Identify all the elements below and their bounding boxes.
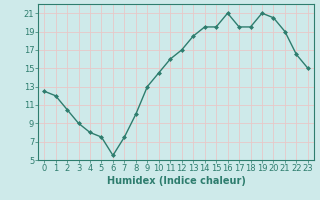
- X-axis label: Humidex (Indice chaleur): Humidex (Indice chaleur): [107, 176, 245, 186]
